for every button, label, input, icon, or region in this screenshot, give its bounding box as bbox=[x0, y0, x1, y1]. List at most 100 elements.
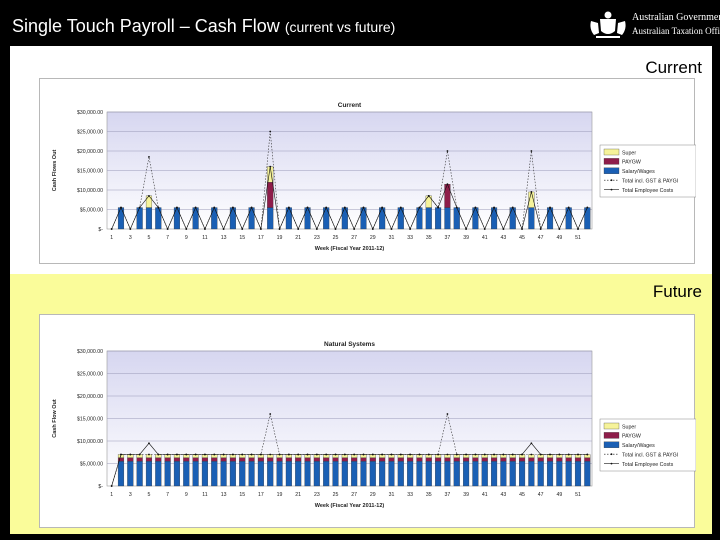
bar-salary-wages bbox=[416, 461, 423, 487]
line-point bbox=[232, 453, 234, 456]
line-point bbox=[446, 150, 449, 152]
bar-salary-wages bbox=[201, 461, 208, 487]
legend-marker bbox=[610, 179, 613, 182]
x-axis-label: Week (Fiscal Year 2011-12) bbox=[315, 246, 385, 252]
bar-salary-wages bbox=[397, 461, 404, 487]
line-point bbox=[204, 453, 206, 456]
bar-salary-wages bbox=[173, 207, 180, 230]
y-tick-label: $- bbox=[98, 227, 103, 233]
bar-salary-wages bbox=[192, 461, 199, 487]
bar-paygw bbox=[145, 457, 153, 462]
line-point bbox=[381, 453, 384, 456]
x-tick-label: 11 bbox=[202, 492, 207, 498]
bar-salary-wages bbox=[425, 207, 432, 230]
legend-swatch bbox=[603, 148, 620, 156]
line-point bbox=[455, 453, 458, 456]
line-point bbox=[549, 206, 551, 209]
line-point bbox=[166, 453, 169, 456]
line-point bbox=[446, 413, 449, 415]
line-point bbox=[297, 453, 300, 456]
x-tick-label: 41 bbox=[482, 235, 488, 241]
line-point bbox=[474, 206, 477, 209]
x-tick-label: 43 bbox=[501, 235, 507, 241]
bar-super bbox=[425, 195, 432, 208]
line-point bbox=[148, 194, 150, 197]
ato-logo: Australian Government Australian Taxatio… bbox=[588, 9, 720, 41]
line-point bbox=[213, 206, 216, 209]
line-point bbox=[269, 130, 272, 133]
line-total-employee-costs bbox=[111, 166, 588, 231]
bar-salary-wages bbox=[276, 461, 283, 487]
y-tick-label: $20,000.00 bbox=[77, 394, 103, 400]
x-tick-label: 41 bbox=[482, 492, 488, 498]
section-label-current: Current bbox=[645, 58, 702, 77]
line-point bbox=[427, 453, 430, 456]
bar-salary-wages bbox=[528, 461, 535, 487]
x-tick-label: 3 bbox=[129, 235, 132, 241]
line-point bbox=[493, 206, 495, 209]
bar-paygw bbox=[257, 457, 264, 462]
line-point bbox=[465, 453, 467, 456]
line-point bbox=[353, 453, 356, 456]
bar-salary-wages bbox=[435, 207, 442, 230]
y-tick-label: $5,000.00 bbox=[80, 208, 103, 214]
bar-paygw bbox=[201, 457, 208, 462]
line-point bbox=[586, 453, 589, 456]
bar-salary-wages bbox=[285, 461, 292, 487]
bar-paygw bbox=[229, 457, 236, 462]
bar-salary-wages bbox=[556, 461, 563, 487]
bar-salary-wages bbox=[435, 461, 442, 487]
bar-salary-wages bbox=[472, 207, 479, 230]
bar-paygw bbox=[323, 457, 330, 462]
legend-swatch bbox=[603, 441, 620, 448]
line-point bbox=[353, 228, 356, 230]
bar-paygw bbox=[220, 457, 227, 462]
bar-salary-wages bbox=[183, 461, 190, 487]
line-point bbox=[325, 453, 328, 456]
bar-paygw bbox=[481, 457, 488, 462]
line-point bbox=[493, 453, 495, 456]
y-axis-label: Cash Flow Out bbox=[52, 399, 58, 438]
bar-paygw bbox=[509, 457, 516, 462]
x-tick-label: 29 bbox=[370, 492, 376, 498]
bar-salary-wages bbox=[192, 207, 199, 230]
x-tick-label: 25 bbox=[333, 492, 339, 498]
bar-salary-wages bbox=[574, 461, 582, 487]
line-point bbox=[213, 453, 216, 456]
line-point bbox=[465, 228, 467, 230]
x-tick-label: 21 bbox=[295, 235, 301, 241]
bar-salary-wages bbox=[379, 461, 386, 487]
x-tick-label: 31 bbox=[389, 235, 395, 241]
bar-super bbox=[145, 195, 153, 208]
bar-salary-wages bbox=[360, 461, 367, 487]
line-point bbox=[437, 206, 440, 209]
x-tick-label: 51 bbox=[575, 492, 581, 498]
x-tick-label: 35 bbox=[426, 492, 432, 498]
x-tick-label: 11 bbox=[202, 235, 207, 241]
legend-marker bbox=[610, 453, 613, 456]
line-point bbox=[455, 206, 458, 209]
legend-swatch bbox=[603, 158, 620, 165]
bar-paygw bbox=[472, 457, 479, 462]
future-chart-frame: $- $5,000.00 $10,000.00 $15,000.00 $20,000.0… bbox=[39, 314, 696, 528]
line-point bbox=[567, 206, 570, 209]
line-point bbox=[530, 150, 533, 152]
line-point bbox=[381, 206, 384, 209]
x-tick-label: 33 bbox=[407, 492, 413, 498]
line-point bbox=[539, 228, 542, 230]
bar-salary-wages bbox=[257, 461, 264, 487]
bar-salary-wages bbox=[546, 207, 554, 230]
bar-paygw bbox=[397, 457, 404, 462]
line-point bbox=[530, 191, 533, 193]
line-point bbox=[259, 228, 262, 230]
bar-salary-wages bbox=[285, 207, 292, 230]
line-point bbox=[418, 206, 421, 209]
bar-salary-wages bbox=[388, 461, 395, 487]
line-point bbox=[278, 453, 281, 456]
line-point bbox=[586, 206, 589, 209]
line-point bbox=[269, 453, 272, 456]
x-tick-label: 39 bbox=[463, 235, 469, 241]
bar-salary-wages bbox=[360, 207, 367, 230]
line-point bbox=[343, 206, 346, 209]
bar-paygw bbox=[556, 457, 563, 462]
